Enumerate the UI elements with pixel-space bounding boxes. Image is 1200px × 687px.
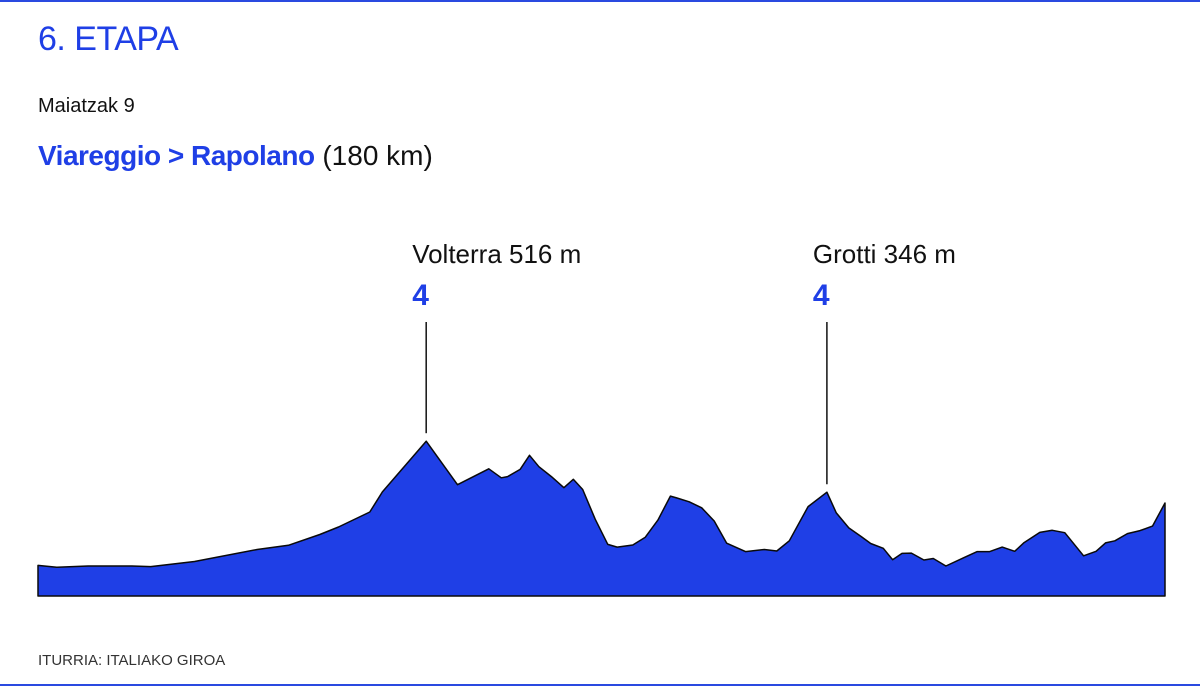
route-line: Viareggio > Rapolano (180 km) bbox=[38, 140, 433, 172]
climb-category-0: 4 bbox=[412, 279, 429, 312]
climb-category-1: 4 bbox=[813, 279, 830, 312]
climb-name-0: Volterra 516 m bbox=[412, 239, 581, 269]
stage-title: 6. ETAPA bbox=[38, 20, 179, 58]
bottom-rule bbox=[0, 684, 1200, 686]
route-name: Viareggio > Rapolano bbox=[38, 140, 315, 171]
climb-name-1: Grotti 346 m bbox=[813, 239, 956, 269]
source-credit: ITURRIA: ITALIAKO GIROA bbox=[38, 652, 226, 669]
stage-date: Maiatzak 9 bbox=[38, 95, 135, 117]
top-rule bbox=[0, 0, 1200, 2]
elevation-profile-area bbox=[37, 440, 1166, 597]
route-distance: (180 km) bbox=[322, 140, 433, 171]
